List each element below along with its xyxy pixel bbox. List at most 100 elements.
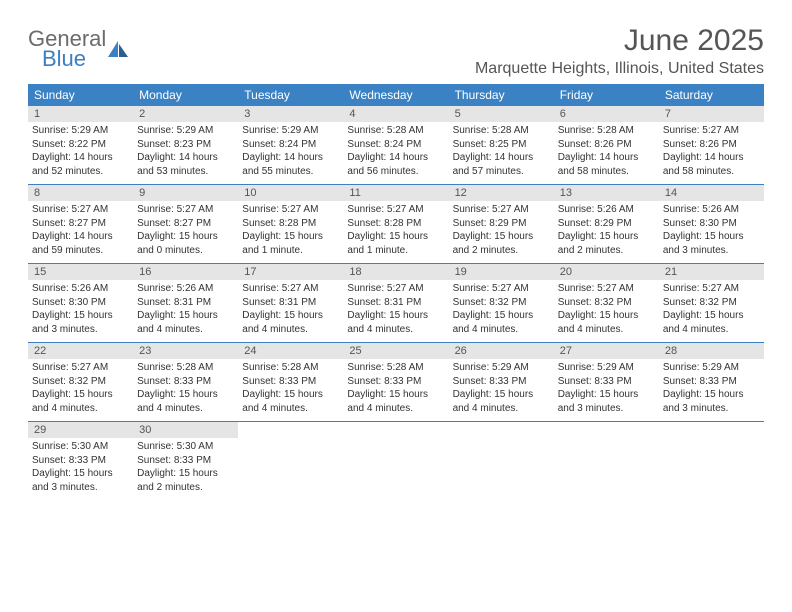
day-cell: 23Sunrise: 5:28 AMSunset: 8:33 PMDayligh… — [133, 343, 238, 421]
daylight-line: Daylight: 15 hours and 4 minutes. — [242, 388, 339, 415]
day-number: 12 — [449, 185, 554, 201]
sunset-line: Sunset: 8:27 PM — [32, 217, 129, 231]
day-cell: 29Sunrise: 5:30 AMSunset: 8:33 PMDayligh… — [28, 422, 133, 500]
sunrise-line: Sunrise: 5:27 AM — [347, 203, 444, 217]
daylight-line: Daylight: 15 hours and 2 minutes. — [453, 230, 550, 257]
day-number: 5 — [449, 106, 554, 122]
sunrise-line: Sunrise: 5:27 AM — [453, 203, 550, 217]
daylight-line: Daylight: 14 hours and 52 minutes. — [32, 151, 129, 178]
day-details: Sunrise: 5:28 AMSunset: 8:33 PMDaylight:… — [133, 359, 238, 419]
empty-day — [449, 422, 554, 500]
logo-word-blue: Blue — [28, 48, 106, 70]
day-number: 19 — [449, 264, 554, 280]
day-details: Sunrise: 5:27 AMSunset: 8:28 PMDaylight:… — [343, 201, 448, 261]
daylight-line: Daylight: 15 hours and 4 minutes. — [347, 388, 444, 415]
daylight-line: Daylight: 15 hours and 3 minutes. — [558, 388, 655, 415]
day-number: 4 — [343, 106, 448, 122]
empty-day — [554, 422, 659, 500]
sunrise-line: Sunrise: 5:27 AM — [663, 282, 760, 296]
sunset-line: Sunset: 8:33 PM — [137, 454, 234, 468]
day-details: Sunrise: 5:27 AMSunset: 8:29 PMDaylight:… — [449, 201, 554, 261]
day-number: 15 — [28, 264, 133, 280]
day-number: 11 — [343, 185, 448, 201]
day-cell: 16Sunrise: 5:26 AMSunset: 8:31 PMDayligh… — [133, 264, 238, 342]
daylight-line: Daylight: 14 hours and 58 minutes. — [663, 151, 760, 178]
sunrise-line: Sunrise: 5:28 AM — [347, 124, 444, 138]
sunrise-line: Sunrise: 5:28 AM — [558, 124, 655, 138]
day-details: Sunrise: 5:29 AMSunset: 8:23 PMDaylight:… — [133, 122, 238, 182]
daylight-line: Daylight: 15 hours and 3 minutes. — [663, 230, 760, 257]
daylight-line: Daylight: 15 hours and 1 minute. — [242, 230, 339, 257]
sunset-line: Sunset: 8:28 PM — [242, 217, 339, 231]
daylight-line: Daylight: 15 hours and 4 minutes. — [137, 388, 234, 415]
daylight-line: Daylight: 15 hours and 4 minutes. — [453, 309, 550, 336]
day-details: Sunrise: 5:28 AMSunset: 8:33 PMDaylight:… — [343, 359, 448, 419]
sunset-line: Sunset: 8:32 PM — [453, 296, 550, 310]
sunrise-line: Sunrise: 5:29 AM — [453, 361, 550, 375]
day-number: 23 — [133, 343, 238, 359]
sunset-line: Sunset: 8:22 PM — [32, 138, 129, 152]
sunset-line: Sunset: 8:24 PM — [347, 138, 444, 152]
sunset-line: Sunset: 8:27 PM — [137, 217, 234, 231]
week-row: 29Sunrise: 5:30 AMSunset: 8:33 PMDayligh… — [28, 422, 764, 500]
day-cell: 11Sunrise: 5:27 AMSunset: 8:28 PMDayligh… — [343, 185, 448, 263]
week-row: 8Sunrise: 5:27 AMSunset: 8:27 PMDaylight… — [28, 185, 764, 264]
daylight-line: Daylight: 15 hours and 3 minutes. — [32, 309, 129, 336]
day-details: Sunrise: 5:27 AMSunset: 8:31 PMDaylight:… — [343, 280, 448, 340]
day-details: Sunrise: 5:26 AMSunset: 8:31 PMDaylight:… — [133, 280, 238, 340]
day-number: 27 — [554, 343, 659, 359]
sunrise-line: Sunrise: 5:26 AM — [32, 282, 129, 296]
day-number: 25 — [343, 343, 448, 359]
sunset-line: Sunset: 8:26 PM — [558, 138, 655, 152]
sunrise-line: Sunrise: 5:28 AM — [242, 361, 339, 375]
sail-icon — [108, 41, 128, 57]
day-number: 30 — [133, 422, 238, 438]
day-details: Sunrise: 5:27 AMSunset: 8:32 PMDaylight:… — [28, 359, 133, 419]
day-details: Sunrise: 5:27 AMSunset: 8:27 PMDaylight:… — [133, 201, 238, 261]
sunrise-line: Sunrise: 5:28 AM — [347, 361, 444, 375]
sunrise-line: Sunrise: 5:27 AM — [663, 124, 760, 138]
sunrise-line: Sunrise: 5:27 AM — [242, 282, 339, 296]
sunset-line: Sunset: 8:33 PM — [32, 454, 129, 468]
sunset-line: Sunset: 8:31 PM — [137, 296, 234, 310]
day-cell: 3Sunrise: 5:29 AMSunset: 8:24 PMDaylight… — [238, 106, 343, 184]
day-details: Sunrise: 5:27 AMSunset: 8:31 PMDaylight:… — [238, 280, 343, 340]
week-row: 15Sunrise: 5:26 AMSunset: 8:30 PMDayligh… — [28, 264, 764, 343]
sunrise-line: Sunrise: 5:28 AM — [137, 361, 234, 375]
logo: General Blue — [28, 24, 128, 70]
daylight-line: Daylight: 15 hours and 4 minutes. — [663, 309, 760, 336]
day-cell: 6Sunrise: 5:28 AMSunset: 8:26 PMDaylight… — [554, 106, 659, 184]
day-details: Sunrise: 5:27 AMSunset: 8:32 PMDaylight:… — [659, 280, 764, 340]
sunset-line: Sunset: 8:31 PM — [347, 296, 444, 310]
day-cell: 19Sunrise: 5:27 AMSunset: 8:32 PMDayligh… — [449, 264, 554, 342]
day-details: Sunrise: 5:27 AMSunset: 8:27 PMDaylight:… — [28, 201, 133, 261]
sunrise-line: Sunrise: 5:26 AM — [558, 203, 655, 217]
sunset-line: Sunset: 8:30 PM — [663, 217, 760, 231]
day-details: Sunrise: 5:30 AMSunset: 8:33 PMDaylight:… — [133, 438, 238, 498]
sunset-line: Sunset: 8:25 PM — [453, 138, 550, 152]
sunset-line: Sunset: 8:29 PM — [453, 217, 550, 231]
calendar-page: General Blue June 2025 Marquette Heights… — [0, 0, 792, 500]
sunrise-line: Sunrise: 5:27 AM — [558, 282, 655, 296]
day-details: Sunrise: 5:26 AMSunset: 8:30 PMDaylight:… — [28, 280, 133, 340]
day-cell: 12Sunrise: 5:27 AMSunset: 8:29 PMDayligh… — [449, 185, 554, 263]
sunset-line: Sunset: 8:26 PM — [663, 138, 760, 152]
weekday-header: Thursday — [449, 84, 554, 106]
day-number: 24 — [238, 343, 343, 359]
day-details: Sunrise: 5:28 AMSunset: 8:33 PMDaylight:… — [238, 359, 343, 419]
weekday-header: Tuesday — [238, 84, 343, 106]
daylight-line: Daylight: 15 hours and 4 minutes. — [32, 388, 129, 415]
weekday-header: Sunday — [28, 84, 133, 106]
day-number: 26 — [449, 343, 554, 359]
sunset-line: Sunset: 8:33 PM — [663, 375, 760, 389]
sunset-line: Sunset: 8:31 PM — [242, 296, 339, 310]
sunrise-line: Sunrise: 5:29 AM — [663, 361, 760, 375]
day-cell: 30Sunrise: 5:30 AMSunset: 8:33 PMDayligh… — [133, 422, 238, 500]
day-cell: 5Sunrise: 5:28 AMSunset: 8:25 PMDaylight… — [449, 106, 554, 184]
day-number: 18 — [343, 264, 448, 280]
daylight-line: Daylight: 15 hours and 4 minutes. — [558, 309, 655, 336]
day-number: 6 — [554, 106, 659, 122]
day-cell: 25Sunrise: 5:28 AMSunset: 8:33 PMDayligh… — [343, 343, 448, 421]
day-details: Sunrise: 5:28 AMSunset: 8:25 PMDaylight:… — [449, 122, 554, 182]
daylight-line: Daylight: 15 hours and 1 minute. — [347, 230, 444, 257]
